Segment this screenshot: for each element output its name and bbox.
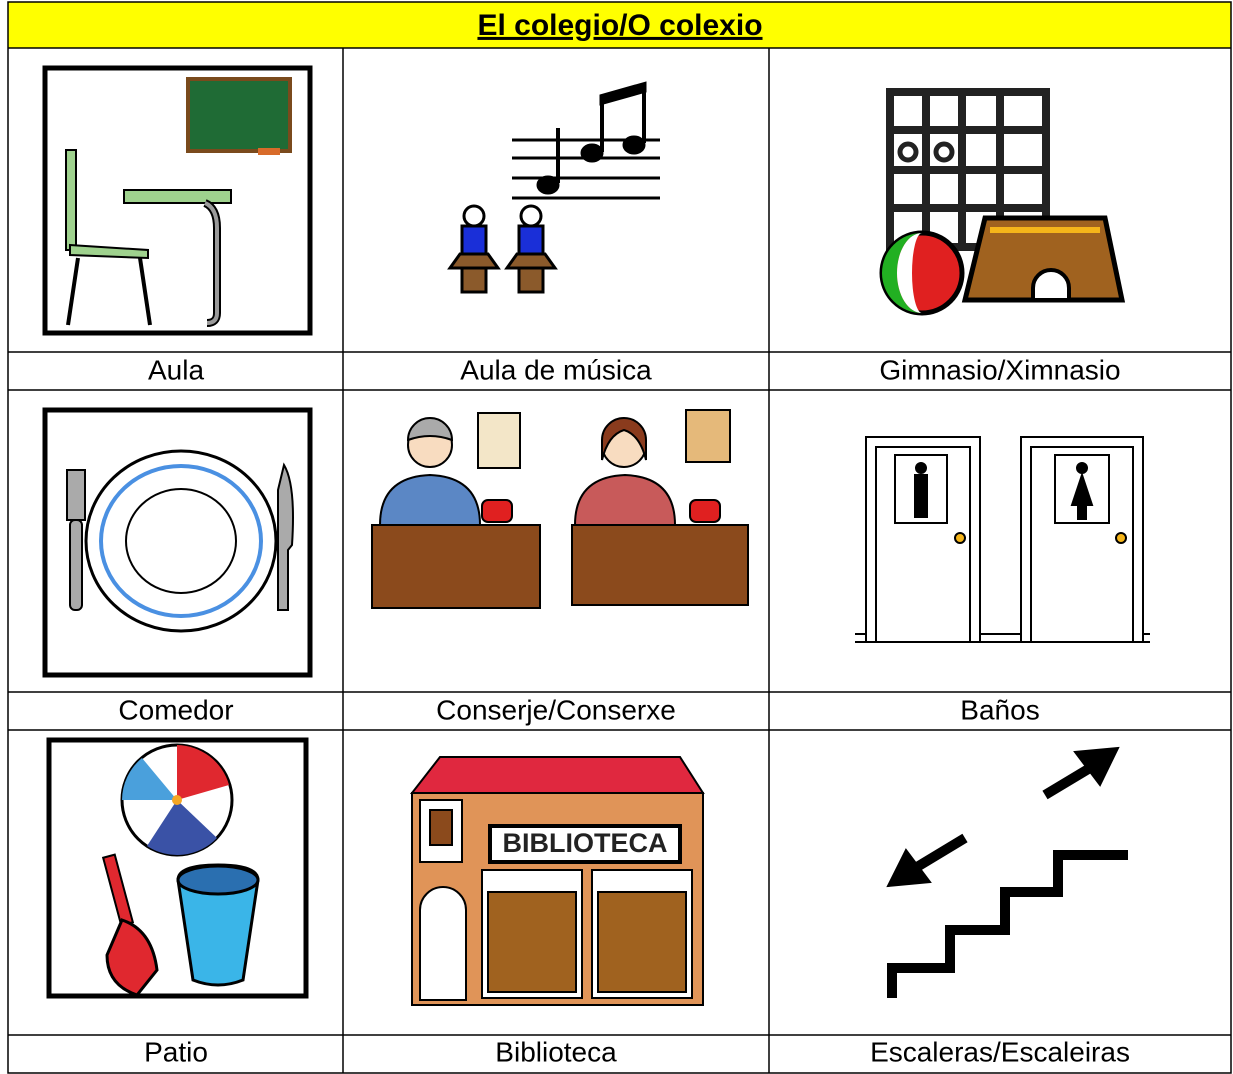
cell-label: Aula [148, 354, 204, 385]
title-bar [8, 2, 1231, 48]
cell-label: Biblioteca [495, 1036, 617, 1067]
cell-label: Conserje/Conserxe [436, 694, 676, 725]
cell-label: Gimnasio/Ximnasio [879, 354, 1120, 385]
cell-label: Escaleras/Escaleiras [870, 1036, 1130, 1067]
table-grid [7, 1, 1232, 1074]
cell-label: Comedor [118, 694, 233, 725]
cell-label: Patio [144, 1036, 208, 1067]
icon-banos [855, 436, 1150, 643]
icon-conserje [371, 409, 749, 609]
icon-patio [46, 737, 309, 999]
icon-escaleras [886, 746, 1128, 998]
cell-label: Aula de música [460, 354, 652, 385]
icon-gym [879, 88, 1126, 316]
icon-music [447, 81, 660, 294]
sign-text: BIBLIOTECA [503, 828, 668, 858]
cell-label: Baños [960, 694, 1039, 725]
icon-biblioteca: BIBLIOTECA [409, 756, 705, 1006]
icon-comedor [42, 407, 313, 678]
title: El colegio/O colexio [477, 9, 762, 42]
icon-aula [42, 65, 313, 336]
